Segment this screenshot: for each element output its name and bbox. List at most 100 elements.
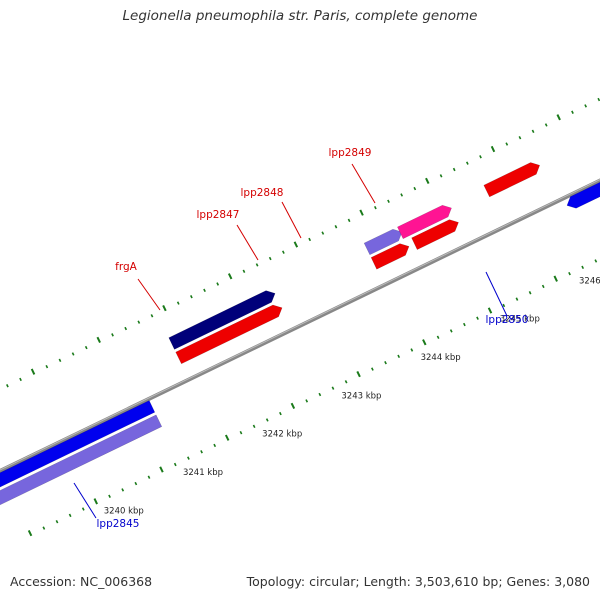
inner-scale-tick xyxy=(108,494,111,498)
gene-arrow xyxy=(363,228,403,256)
label-leader-line xyxy=(281,201,302,239)
backbone-line xyxy=(0,178,600,474)
outer-scale-tick xyxy=(544,123,548,127)
inner-scale-tick xyxy=(121,488,125,492)
gene-label: lpp2850 xyxy=(486,314,529,326)
outer-scale-tick xyxy=(6,384,9,388)
gene-arrow xyxy=(168,290,276,350)
outer-scale-tick xyxy=(321,231,325,235)
gene-arrow xyxy=(0,414,163,506)
outer-scale-tick xyxy=(584,104,588,108)
inner-scale-tick xyxy=(436,335,440,339)
inner-scale-tick xyxy=(187,456,190,460)
gene-label: lpp2848 xyxy=(241,187,284,199)
tick-label: 3240 kbp xyxy=(104,506,144,516)
outer-scale-tick xyxy=(45,364,49,369)
inner-scale-tick xyxy=(594,259,598,263)
outer-scale-tick xyxy=(96,336,101,344)
inner-scale-tick xyxy=(463,322,466,327)
outer-scale-tick xyxy=(334,225,338,229)
gene-arrow xyxy=(566,181,600,209)
inner-scale-tick xyxy=(344,380,348,384)
gene-arrow xyxy=(370,243,410,270)
inner-scale-tick xyxy=(159,466,164,473)
outer-scale-tick xyxy=(531,129,535,134)
inner-scale-tick xyxy=(200,450,203,454)
outer-scale-tick xyxy=(465,161,469,165)
tick-label: 3244 kbp xyxy=(421,353,461,363)
outer-scale-tick xyxy=(293,241,299,248)
gene-arrow xyxy=(0,400,156,488)
gene-arrow xyxy=(411,219,459,250)
gene-arrow xyxy=(175,304,283,365)
genome-summary-text: Topology: circular; Length: 3,503,610 bp… xyxy=(246,574,590,589)
map-title: Legionella pneumophila str. Paris, compl… xyxy=(122,8,478,24)
tick-label: 3241 kbp xyxy=(183,468,223,478)
outer-scale-tick xyxy=(439,174,443,178)
outer-scale-tick xyxy=(308,237,312,242)
gene-label: frgA xyxy=(115,261,137,273)
outer-scale-tick xyxy=(347,218,351,223)
gene-label: lpp2847 xyxy=(197,209,240,221)
outer-scale-tick xyxy=(84,345,88,350)
backbone-highlight xyxy=(0,179,600,471)
inner-scale-tick xyxy=(27,529,33,537)
outer-scale-tick xyxy=(490,145,496,153)
inner-scale-tick xyxy=(81,507,85,511)
inner-scale-tick xyxy=(173,462,177,467)
inner-scale-tick xyxy=(147,475,151,479)
inner-scale-tick xyxy=(356,370,361,378)
inner-scale-tick xyxy=(55,520,59,524)
inner-scale-tick xyxy=(371,367,374,371)
outer-scale-tick xyxy=(359,209,364,216)
inner-scale-tick xyxy=(476,316,479,320)
outer-scale-tick xyxy=(400,193,404,197)
outer-scale-tick xyxy=(30,368,36,375)
inner-scale-tick xyxy=(290,402,296,410)
inner-scale-tick xyxy=(239,430,243,435)
outer-scale-tick xyxy=(505,142,509,146)
outer-scale-tick xyxy=(387,199,390,204)
gene-label: lpp2849 xyxy=(329,147,372,159)
inner-scale-tick xyxy=(553,275,558,282)
label-leader-line xyxy=(236,224,259,261)
gene-arrow xyxy=(483,162,541,198)
outer-scale-tick xyxy=(71,352,75,356)
outer-scale-tick xyxy=(373,205,377,210)
inner-scale-tick xyxy=(397,354,401,359)
inner-scale-tick xyxy=(502,303,506,308)
label-leader-line xyxy=(73,482,97,519)
inner-scale-tick xyxy=(305,399,309,403)
outer-scale-tick xyxy=(282,250,285,254)
gene-arrow xyxy=(397,204,452,240)
inner-scale-tick xyxy=(568,271,571,276)
outer-scale-tick xyxy=(176,301,180,305)
outer-scale-tick xyxy=(268,256,272,261)
outer-scale-tick xyxy=(227,273,233,280)
inner-scale-tick xyxy=(252,424,256,429)
outer-scale-tick xyxy=(571,110,574,114)
inner-scale-tick xyxy=(410,348,414,352)
outer-scale-tick xyxy=(452,167,456,172)
label-leader-line xyxy=(137,278,161,311)
inner-scale-tick xyxy=(279,411,282,416)
outer-scale-tick xyxy=(111,333,114,337)
tick-label: 3243 kbp xyxy=(341,391,381,401)
inner-scale-tick xyxy=(134,481,138,486)
inner-scale-tick xyxy=(581,265,585,270)
outer-scale-tick xyxy=(518,135,522,140)
outer-scale-tick xyxy=(150,314,154,318)
inner-scale-tick xyxy=(318,392,322,397)
outer-scale-tick xyxy=(137,320,141,324)
inner-scale-tick xyxy=(528,291,532,295)
outer-scale-tick xyxy=(203,288,206,293)
outer-scale-tick xyxy=(556,114,561,121)
tick-label: 3242 kbp xyxy=(262,430,302,440)
outer-scale-tick xyxy=(413,186,417,191)
inner-scale-tick xyxy=(541,284,545,289)
inner-scale-tick xyxy=(265,418,269,422)
outer-scale-tick xyxy=(216,282,220,286)
inner-scale-tick xyxy=(422,339,427,346)
